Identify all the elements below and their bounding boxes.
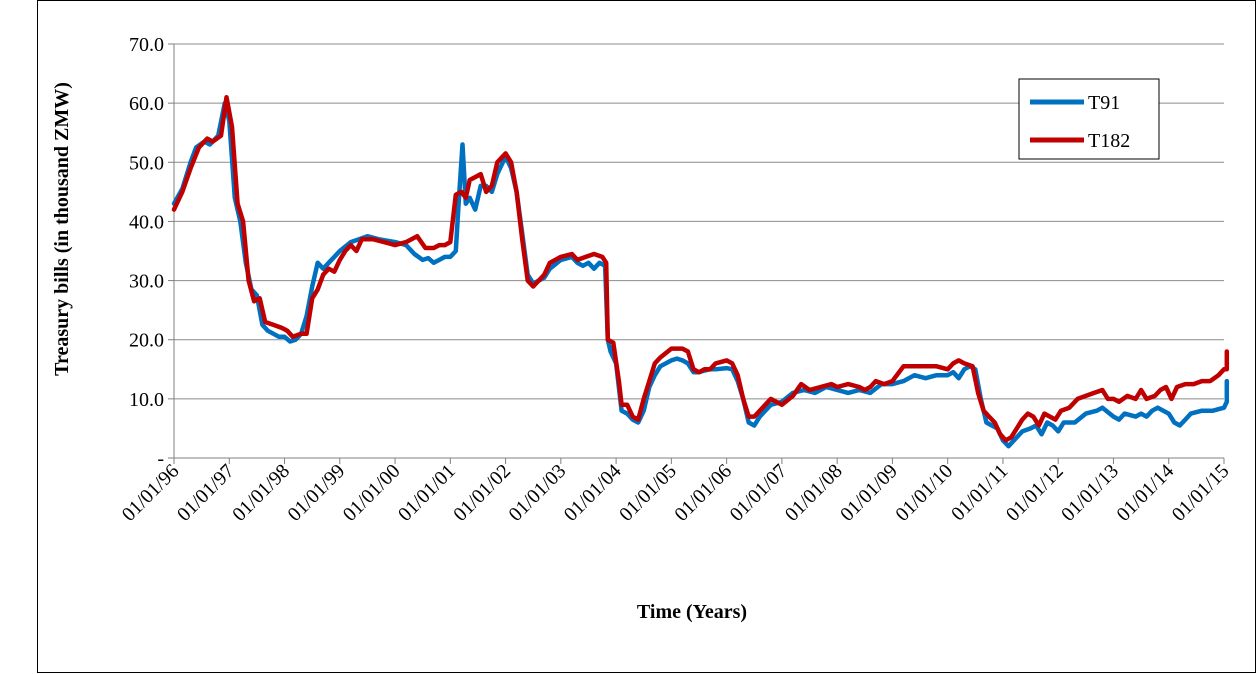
x-axis-tick-labels: 01/01/9601/01/9701/01/9801/01/9901/01/00… bbox=[118, 460, 1234, 526]
x-tick-label: 01/01/98 bbox=[228, 460, 294, 526]
legend-box bbox=[1018, 78, 1160, 160]
x-tick-label: 01/01/15 bbox=[1168, 460, 1234, 526]
x-tick-label: 01/01/00 bbox=[339, 460, 405, 526]
series-line-t91 bbox=[171, 100, 1230, 449]
y-tick-label: 50.0 bbox=[129, 152, 164, 174]
x-tick-label: 01/01/07 bbox=[726, 460, 792, 526]
x-tick-label: 01/01/14 bbox=[1112, 460, 1178, 526]
x-tick-label: 01/01/12 bbox=[1002, 460, 1068, 526]
series-layer bbox=[171, 94, 1230, 449]
chart-frame: -10.0 20.0 30.0 40.0 50.0 60.0 70.0 01/01/96 01… bbox=[37, 0, 1256, 673]
x-tick-label: 01/01/06 bbox=[670, 460, 736, 526]
y-tick-label: - bbox=[157, 448, 164, 470]
line-chart: -10.020.030.040.050.060.070.0 01/01/9601… bbox=[51, 34, 1234, 623]
legend-label-t91: T91 bbox=[1088, 92, 1120, 114]
x-tick-label: 01/01/13 bbox=[1057, 460, 1123, 526]
y-axis-tick-labels: - 10.0 20.0 30.0 40.0 50.0 60.0 70.0 bbox=[129, 34, 164, 470]
y-tick-label: 60.0 bbox=[129, 93, 164, 115]
x-tick-label: 01/01/05 bbox=[615, 460, 681, 526]
y-tick-label: 10.0 bbox=[129, 389, 164, 411]
legend-label-t182: T182 bbox=[1088, 130, 1130, 152]
legend: T91 T182 bbox=[1018, 78, 1160, 160]
y-tick-label: 20.0 bbox=[129, 330, 164, 352]
y-tick-label: 40.0 bbox=[129, 211, 164, 233]
x-tick-label: 01/01/96 bbox=[118, 460, 184, 526]
x-tick-label: 01/01/97 bbox=[173, 460, 239, 526]
y-axis-title: Treasury bills (in thousand ZMW) bbox=[51, 82, 73, 376]
y-tick-label: 70.0 bbox=[129, 34, 164, 56]
x-tick-label: 01/01/02 bbox=[449, 460, 515, 526]
x-tick-label: 01/01/04 bbox=[560, 460, 626, 526]
x-tick-label: 01/01/08 bbox=[781, 460, 847, 526]
x-tick-label: 01/01/01 bbox=[394, 460, 460, 526]
x-tick-label: 01/01/99 bbox=[283, 460, 349, 526]
series-line-t182 bbox=[171, 94, 1230, 443]
x-tick-label: 01/01/03 bbox=[505, 460, 571, 526]
x-tick-label: 01/01/11 bbox=[947, 460, 1012, 525]
x-axis-title: Time (Years) bbox=[637, 601, 747, 623]
y-tick-label: 30.0 bbox=[129, 271, 164, 293]
x-tick-label: 01/01/09 bbox=[836, 460, 902, 526]
x-tick-label: 01/01/10 bbox=[891, 460, 957, 526]
